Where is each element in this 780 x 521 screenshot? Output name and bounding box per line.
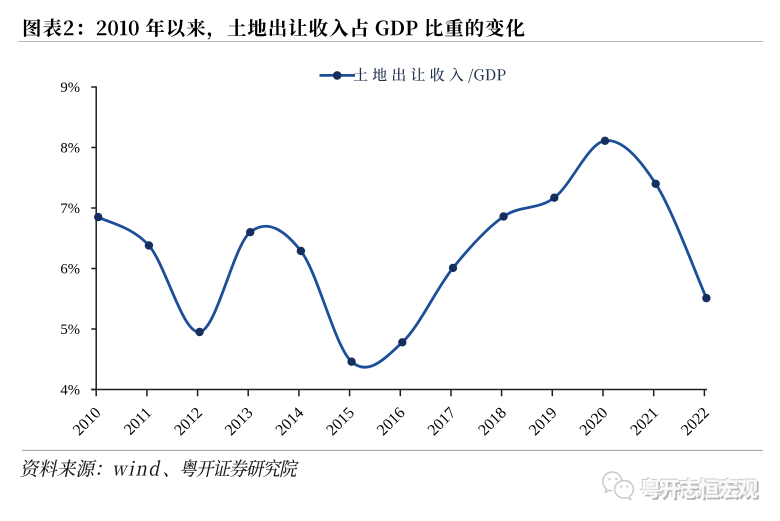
- svg-text:4%: 4%: [60, 382, 80, 398]
- svg-text:9%: 9%: [60, 80, 80, 96]
- svg-text:6%: 6%: [60, 261, 80, 277]
- svg-text:7%: 7%: [60, 201, 80, 217]
- svg-text:5%: 5%: [60, 322, 80, 338]
- svg-text:8%: 8%: [60, 140, 80, 156]
